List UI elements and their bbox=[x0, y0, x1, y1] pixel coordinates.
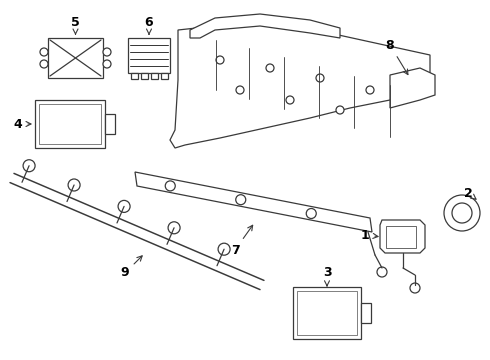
Circle shape bbox=[218, 243, 230, 255]
Circle shape bbox=[236, 195, 246, 205]
Bar bbox=[39, 104, 101, 144]
Bar bbox=[361, 303, 371, 323]
Bar bbox=[297, 291, 357, 335]
Bar bbox=[105, 114, 115, 134]
Bar bbox=[48, 38, 103, 78]
Circle shape bbox=[306, 208, 316, 219]
Text: 9: 9 bbox=[121, 256, 142, 279]
Bar bbox=[151, 73, 158, 79]
Text: 7: 7 bbox=[231, 225, 253, 257]
Circle shape bbox=[23, 160, 35, 172]
Text: 8: 8 bbox=[386, 39, 408, 75]
Circle shape bbox=[366, 86, 374, 94]
Circle shape bbox=[40, 48, 48, 56]
Circle shape bbox=[216, 56, 224, 64]
Circle shape bbox=[444, 195, 480, 231]
Circle shape bbox=[266, 64, 274, 72]
Text: 3: 3 bbox=[323, 266, 331, 286]
Circle shape bbox=[103, 48, 111, 56]
Polygon shape bbox=[380, 220, 425, 253]
Bar bbox=[141, 73, 148, 79]
Circle shape bbox=[316, 74, 324, 82]
Text: 6: 6 bbox=[145, 15, 153, 34]
Bar bbox=[131, 73, 138, 79]
Polygon shape bbox=[135, 172, 372, 232]
Text: 1: 1 bbox=[361, 229, 378, 242]
Polygon shape bbox=[390, 68, 435, 108]
Circle shape bbox=[165, 181, 175, 191]
Text: 4: 4 bbox=[14, 117, 31, 131]
Bar bbox=[161, 73, 168, 79]
Bar bbox=[128, 38, 170, 73]
Circle shape bbox=[118, 201, 130, 212]
Circle shape bbox=[336, 106, 344, 114]
Circle shape bbox=[236, 86, 244, 94]
Polygon shape bbox=[170, 20, 430, 148]
Circle shape bbox=[410, 283, 420, 293]
Circle shape bbox=[68, 179, 80, 191]
Circle shape bbox=[168, 222, 180, 234]
Circle shape bbox=[286, 96, 294, 104]
Bar bbox=[293, 287, 361, 339]
Text: 2: 2 bbox=[464, 186, 476, 199]
Bar bbox=[386, 226, 416, 248]
Text: 5: 5 bbox=[71, 15, 80, 34]
Circle shape bbox=[103, 60, 111, 68]
Circle shape bbox=[40, 60, 48, 68]
Circle shape bbox=[377, 267, 387, 277]
Circle shape bbox=[452, 203, 472, 223]
Polygon shape bbox=[190, 14, 340, 38]
Bar bbox=[35, 100, 105, 148]
